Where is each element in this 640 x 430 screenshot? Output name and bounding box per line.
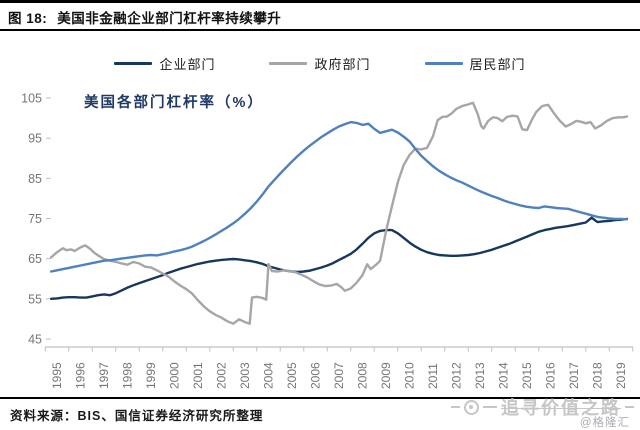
x-tick-label: 2014 [497, 362, 511, 389]
figure-header: 图 18: 美国非金融企业部门杠杆率持续攀升 [8, 7, 632, 27]
chart-inner-title: 美国各部门杠杆率（%） [84, 95, 264, 111]
x-tick-label: 2004 [262, 362, 276, 389]
x-tick-label: 2003 [238, 362, 252, 389]
y-tick-label: 85 [28, 172, 42, 186]
y-tick-label: 75 [28, 212, 42, 226]
x-tick-label: 1999 [144, 362, 158, 389]
x-tick-label: 1996 [74, 362, 88, 389]
x-tick-label: 1997 [97, 362, 111, 389]
x-tick-label: 2005 [285, 362, 299, 389]
watermark-text: 追寻价值之路 [501, 398, 621, 418]
x-tick-label: 1998 [121, 362, 135, 389]
legend-item-0: 企业部门 [114, 54, 215, 73]
y-tick-label: 65 [28, 252, 42, 266]
y-tick-label: 45 [28, 333, 42, 347]
legend-swatch-1 [269, 61, 308, 66]
series-line-2 [49, 120, 629, 273]
x-tick-label: 2002 [215, 362, 229, 389]
y-tick-label: 95 [28, 132, 42, 146]
legend-swatch-2 [424, 61, 463, 66]
watermark-dash-left [451, 405, 460, 409]
source-note: 资料来源：BIS、国信证券经济研究所整理 [10, 409, 264, 423]
x-tick-label: 2019 [614, 362, 628, 389]
x-tick-label: 2006 [309, 362, 323, 389]
chart-legend: 企业部门 政府部门 居民部门 [0, 54, 640, 73]
y-tick-label: 105 [21, 92, 42, 106]
legend-swatch-0 [114, 61, 153, 66]
legend-label-2: 居民部门 [469, 57, 526, 72]
legend-label-0: 企业部门 [159, 57, 216, 72]
figure-title: 美国非金融企业部门杠杆率持续攀升 [57, 11, 282, 26]
x-tick-label: 2013 [473, 362, 487, 389]
x-tick-label: 2016 [544, 362, 558, 389]
x-tick-label: 2009 [379, 362, 393, 389]
x-tick-label: 2010 [403, 362, 417, 389]
bottom-border-rule [0, 397, 640, 399]
x-tick-label: 2018 [591, 362, 605, 389]
header-divider-rule [0, 29, 640, 31]
top-border-rule [0, 0, 640, 3]
x-tick-label: 2012 [450, 362, 464, 389]
x-tick-label: 2017 [567, 362, 581, 389]
series-line-1 [49, 101, 629, 325]
x-tick-label: 2008 [356, 362, 370, 389]
x-tick-label: 1995 [50, 362, 64, 389]
watermark-logo-icon [464, 399, 479, 415]
watermark-handle: @格隆汇 [579, 417, 630, 429]
watermark-dash-mid [483, 405, 497, 409]
legend-item-1: 政府部门 [269, 54, 370, 73]
legend-item-2: 居民部门 [424, 54, 526, 73]
x-tick-label: 2011 [426, 363, 440, 389]
figure-number-label: 图 18: [8, 11, 48, 26]
legend-label-1: 政府部门 [314, 57, 371, 72]
x-tick-label: 2007 [332, 362, 346, 389]
watermark: 追寻价值之路 [451, 394, 634, 420]
y-tick-label: 55 [28, 292, 42, 306]
x-tick-label: 2000 [168, 362, 182, 389]
series-line-0 [49, 216, 629, 300]
x-tick-label: 2015 [520, 362, 534, 389]
x-tick-label: 2001 [191, 362, 205, 389]
watermark-dash-right [625, 405, 634, 409]
